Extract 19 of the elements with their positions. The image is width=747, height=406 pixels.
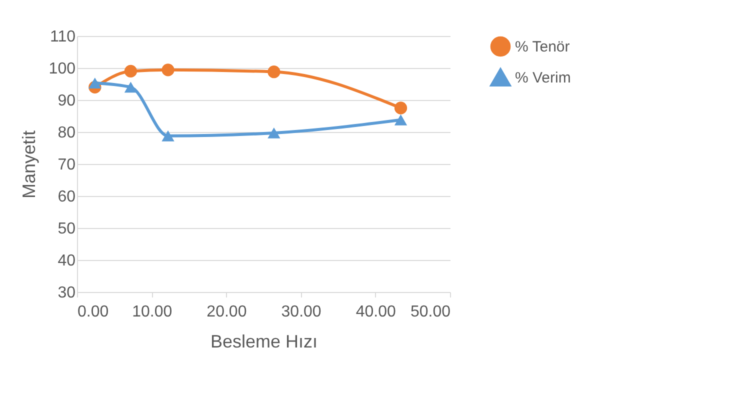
x-tick-label: 40.00 [356, 304, 396, 320]
x-axis-title: Besleme Hızı [210, 332, 318, 352]
y-tick-label: 100 [48, 60, 76, 78]
y-tick-label: 80 [58, 124, 76, 142]
legend-label: % Verim [515, 70, 571, 86]
y-tick-label: 70 [58, 156, 76, 174]
x-tick-label: 0.00 [78, 304, 109, 320]
y-tick-label: 90 [58, 92, 76, 110]
x-tick-label: 50.00 [410, 304, 451, 320]
legend-label: % Tenör [515, 38, 570, 56]
y-tick-label: 60 [58, 188, 76, 206]
y-axis-title: Manyetit [18, 130, 39, 199]
y-tick-label: 30 [58, 284, 76, 302]
x-tick-label: 30.00 [281, 304, 322, 320]
y-tick-label: 110 [50, 28, 76, 46]
y-tick-label: 40 [58, 252, 76, 270]
x-tick-label: 20.00 [206, 304, 247, 320]
x-tick-label: 10.00 [132, 304, 172, 320]
y-tick-label: 50 [58, 220, 76, 238]
